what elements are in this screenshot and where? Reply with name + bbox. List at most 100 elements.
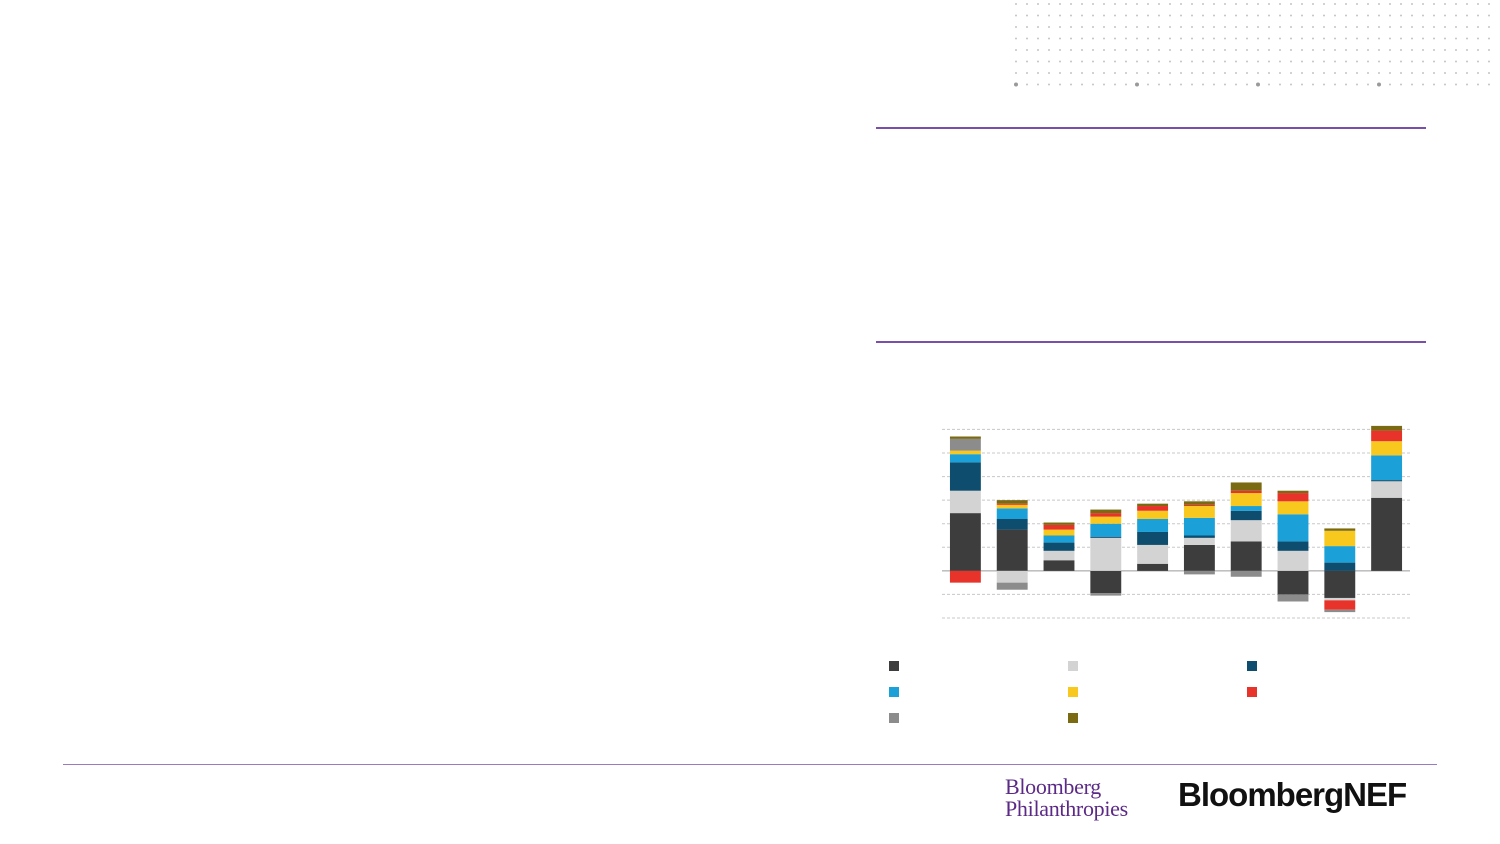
pattern-dot	[1114, 26, 1116, 28]
pattern-dot	[1180, 60, 1182, 63]
pattern-dot	[1202, 72, 1204, 74]
pattern-dot	[1411, 72, 1413, 74]
pattern-dot	[1367, 37, 1369, 40]
bar-segment-series-2-category-4	[1090, 537, 1122, 571]
pattern-dot	[1290, 37, 1292, 40]
pattern-dot	[1356, 37, 1358, 40]
bar-segment-series-6-category-4	[1090, 513, 1122, 517]
legend-swatch	[1068, 661, 1078, 671]
bar-segment-series-2-category-2	[996, 570, 1028, 583]
pattern-dot	[1422, 14, 1424, 17]
bar-segment-series-1-category-4	[1090, 570, 1122, 594]
bar-segment-series-4-category-5	[1137, 519, 1169, 532]
pattern-dot	[1224, 26, 1226, 28]
pattern-dot	[1191, 14, 1193, 17]
pattern-dot	[1015, 72, 1017, 74]
bar-segment-series-2-category-7	[1230, 520, 1262, 542]
pattern-dot	[1444, 37, 1446, 40]
pattern-dot	[1246, 83, 1248, 86]
bar-segment-series-6-category-6	[1183, 504, 1215, 507]
pattern-dot	[1202, 60, 1204, 63]
pattern-dot	[1070, 37, 1072, 40]
pattern-dot	[1444, 83, 1446, 86]
pattern-dot	[1411, 83, 1413, 86]
pattern-dot	[1136, 72, 1138, 74]
pattern-dot	[1290, 49, 1292, 51]
pattern-dot	[1048, 3, 1050, 5]
pattern-dot	[1136, 37, 1138, 40]
bar-segment-series-4-category-8	[1277, 514, 1309, 542]
bar-segment-series-8-category-5	[1137, 503, 1169, 507]
pattern-dot	[1180, 14, 1182, 17]
bar-segment-series-3-category-4	[1090, 536, 1122, 538]
pattern-dot	[1389, 26, 1391, 28]
pattern-dot	[1224, 14, 1226, 17]
pattern-dot	[1213, 83, 1215, 86]
pattern-dot	[1048, 83, 1050, 86]
pattern-dot	[1191, 49, 1193, 51]
pattern-dot	[1191, 72, 1193, 74]
pattern-dot	[1180, 83, 1182, 86]
pattern-dot	[1070, 83, 1072, 86]
middle-divider	[876, 341, 1426, 343]
pattern-dot	[1378, 37, 1380, 40]
bar-segment-series-3-category-7	[1230, 510, 1262, 521]
pattern-dot	[1444, 26, 1446, 28]
pattern-dot	[1213, 26, 1215, 28]
bar-segment-series-1-category-7	[1230, 541, 1262, 571]
bar-segment-series-5-category-8	[1277, 501, 1309, 515]
pattern-dot	[1411, 60, 1413, 63]
pattern-dot	[1037, 49, 1039, 51]
pattern-dot	[1135, 82, 1139, 87]
pattern-dot	[1114, 49, 1116, 51]
bar-segment-series-1-category-6	[1183, 544, 1215, 571]
bar-segment-series-3-category-1	[949, 462, 981, 491]
footer-divider	[63, 764, 1437, 765]
pattern-dot	[1202, 3, 1204, 5]
pattern-dot	[1488, 60, 1490, 63]
pattern-dot	[1070, 72, 1072, 74]
pattern-dot	[1378, 3, 1380, 5]
bar-segment-series-4-category-1	[949, 454, 981, 463]
pattern-dot	[1158, 26, 1160, 28]
pattern-dot	[1235, 72, 1237, 74]
pattern-dot	[1356, 72, 1358, 74]
pattern-dot	[1037, 3, 1039, 5]
bar-segment-series-5-category-10	[1371, 441, 1403, 456]
bar-segment-series-3-category-5	[1137, 531, 1169, 545]
pattern-dot	[1092, 83, 1094, 86]
pattern-dot	[1081, 37, 1083, 40]
bar-segment-series-1-category-2	[996, 529, 1028, 571]
pattern-dot	[1059, 26, 1061, 28]
pattern-dot	[1279, 37, 1281, 40]
pattern-dot	[1356, 3, 1358, 5]
pattern-dot	[1367, 3, 1369, 5]
pattern-dot	[1455, 72, 1457, 74]
pattern-dot	[1213, 72, 1215, 74]
bar-segment-series-1-category-9	[1324, 570, 1356, 598]
bar-segment-series-6-category-2	[996, 503, 1028, 505]
pattern-dot	[1356, 26, 1358, 28]
bar-segment-series-8-category-10	[1371, 425, 1403, 431]
bar-segment-series-2-category-3	[1043, 550, 1075, 561]
pattern-dot	[1345, 60, 1347, 63]
pattern-dot	[1037, 83, 1039, 86]
pattern-dot	[1411, 49, 1413, 51]
pattern-dot	[1312, 60, 1314, 63]
bar-segment-series-7-category-8	[1277, 594, 1309, 602]
pattern-dot	[1246, 37, 1248, 40]
pattern-dot	[1345, 26, 1347, 28]
pattern-dot	[1279, 72, 1281, 74]
pattern-dot	[1015, 37, 1017, 40]
pattern-dot	[1246, 14, 1248, 17]
pattern-dot	[1477, 83, 1479, 86]
pattern-dot	[1125, 72, 1127, 74]
pattern-dot	[1378, 26, 1380, 28]
pattern-dot	[1378, 49, 1380, 51]
pattern-dot	[1169, 14, 1171, 17]
pattern-dot	[1015, 60, 1017, 63]
pattern-dot	[1015, 49, 1017, 51]
pattern-dot	[1202, 26, 1204, 28]
pattern-dot	[1488, 3, 1490, 5]
bar-segment-series-3-category-8	[1277, 541, 1309, 551]
